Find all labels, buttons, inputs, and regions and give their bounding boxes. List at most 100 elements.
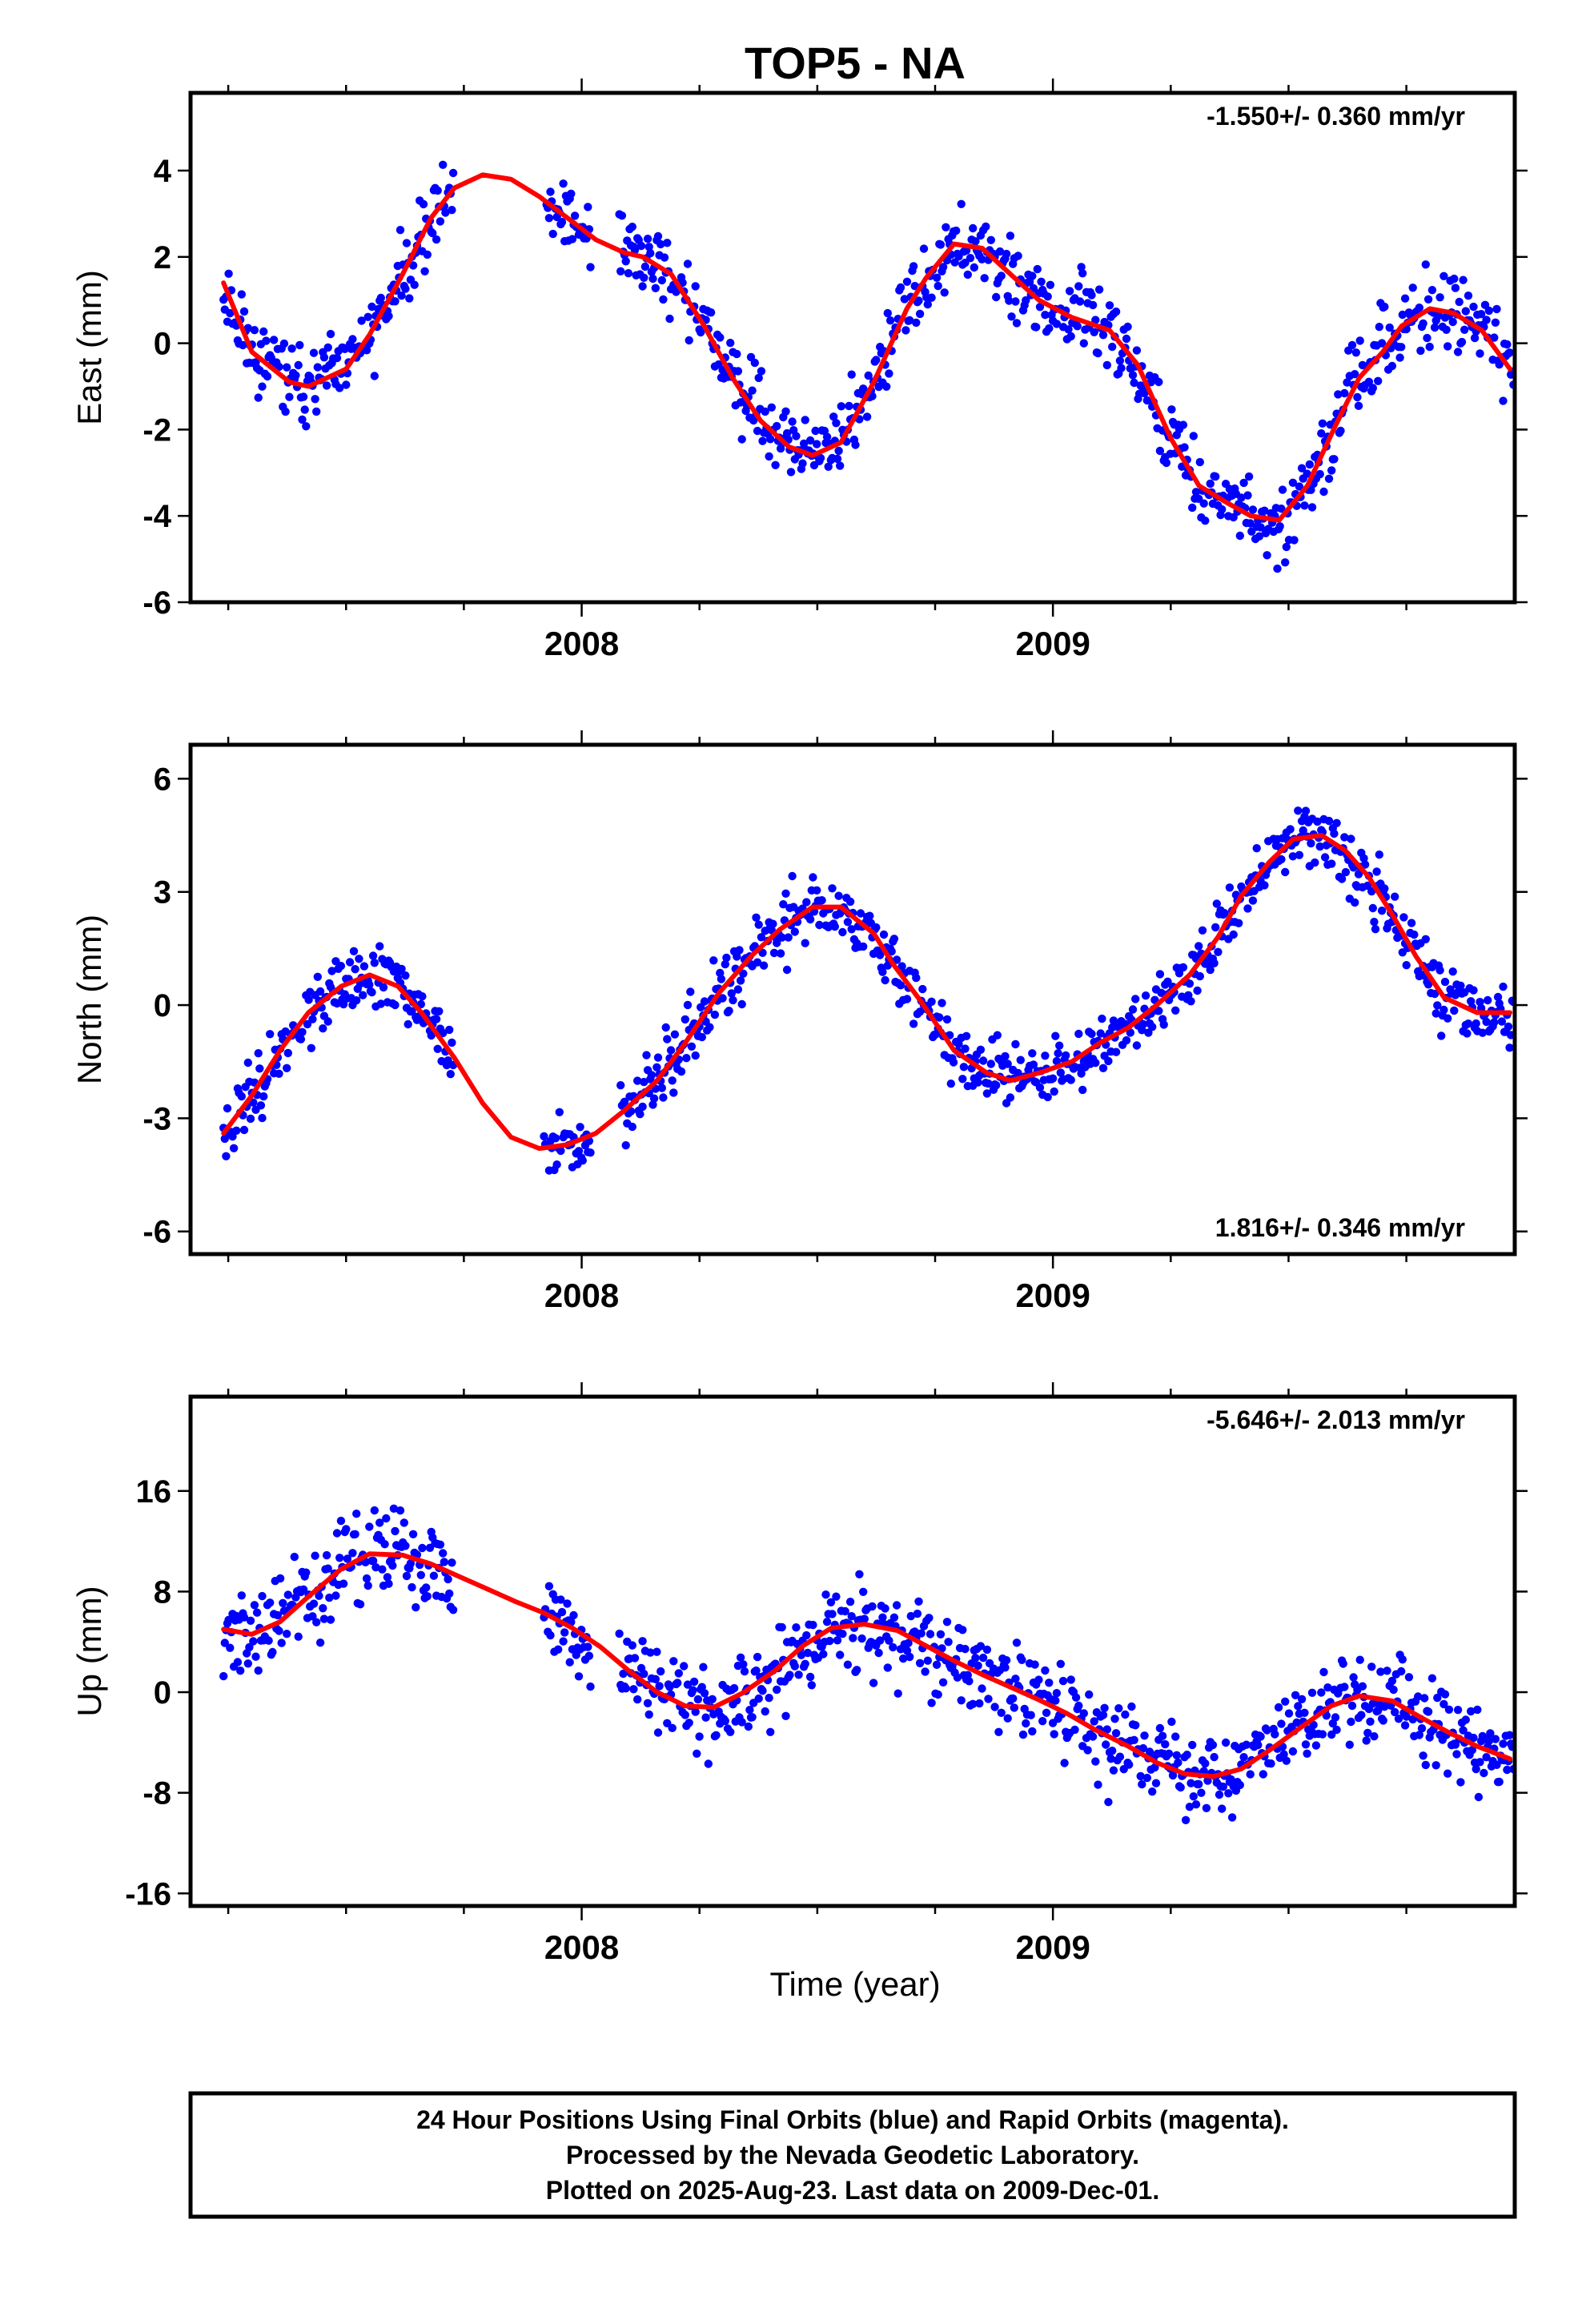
scatter-point [932, 1660, 942, 1669]
scatter-point [433, 1044, 442, 1054]
scatter-point [790, 1662, 799, 1671]
scatter-point [236, 1667, 245, 1675]
scatter-point [1370, 1732, 1379, 1741]
scatter-point [1168, 1771, 1178, 1780]
scatter-point [826, 1598, 836, 1607]
scatter-point [228, 1132, 237, 1141]
scatter-point [1091, 316, 1100, 324]
scatter-point [396, 1506, 405, 1515]
scatter-point [1167, 405, 1176, 414]
scatter-point [683, 1680, 693, 1689]
scatter-point [1360, 860, 1370, 869]
scatter-point [1193, 986, 1202, 995]
x-tick-label: 2009 [1015, 625, 1090, 662]
scatter-point [1375, 323, 1384, 332]
scatter-point [1288, 1747, 1298, 1756]
scatter-point [1171, 1006, 1180, 1015]
scatter-point [563, 1599, 572, 1608]
scatter-point [1130, 378, 1138, 388]
scatter-point [1341, 867, 1351, 877]
scatter-point [1045, 1679, 1054, 1687]
scatter-point [1094, 285, 1104, 294]
scatter-point [445, 1025, 454, 1035]
scatter-point [312, 407, 321, 416]
scatter-point [1150, 1763, 1159, 1772]
scatter-point [1126, 1028, 1135, 1037]
y-tick-label: 16 [136, 1474, 172, 1510]
scatter-point [754, 1694, 763, 1703]
scatter-point [335, 384, 344, 392]
scatter-point [934, 1690, 942, 1699]
scatter-point [391, 297, 400, 306]
scatter-point [700, 997, 709, 1006]
scatter-point [1277, 854, 1286, 864]
scatter-point [239, 307, 249, 316]
scatter-point [786, 468, 796, 476]
scatter-point [283, 1063, 291, 1073]
scatter-point [1402, 961, 1411, 970]
scatter-point [250, 1601, 259, 1610]
scatter-point [953, 1673, 962, 1682]
scatter-point [958, 1626, 967, 1634]
scatter-point [332, 353, 342, 363]
scatter-point [1451, 283, 1460, 292]
scatter-point [1070, 1725, 1079, 1735]
scatter-point [794, 1671, 803, 1679]
scatter-point [1372, 867, 1381, 876]
scatter-point [984, 1079, 993, 1088]
scatter-point [1248, 896, 1258, 905]
y-tick-label: 8 [154, 1574, 171, 1610]
scatter-point [255, 1064, 264, 1073]
scatter-point [617, 211, 627, 220]
scatter-point [388, 1561, 397, 1570]
scatter-point [837, 402, 846, 411]
scatter-point [952, 226, 961, 235]
scatter-point [938, 999, 946, 1007]
scatter-point [299, 392, 308, 401]
scatter-point [843, 1660, 853, 1669]
scatter-point [621, 257, 630, 266]
scatter-point [975, 1699, 984, 1708]
scatter-point [348, 1549, 357, 1558]
scatter-point [315, 1638, 325, 1647]
scatter-point [1164, 1749, 1174, 1758]
scatter-point [944, 1638, 953, 1647]
scatter-point [1041, 1666, 1050, 1675]
scatter-point [239, 1613, 249, 1622]
y-tick-label: 4 [154, 154, 172, 189]
scatter-point [359, 962, 369, 971]
scatter-point [935, 1013, 944, 1022]
scatter-point [1195, 457, 1205, 467]
scatter-point [365, 1522, 374, 1531]
scatter-point [367, 302, 376, 312]
scatter-point [1404, 1673, 1414, 1682]
scatter-point [733, 349, 741, 359]
scatter-point [1203, 1776, 1212, 1785]
scatter-point [773, 1685, 781, 1695]
scatter-point [1248, 505, 1258, 514]
scatter-point [1225, 883, 1235, 892]
scatter-point [733, 367, 743, 376]
scatter-point [1127, 1702, 1136, 1711]
scatter-point [1224, 1789, 1233, 1798]
scatter-point [1478, 1028, 1488, 1037]
scatter-point [1327, 466, 1336, 475]
scatter-point [767, 403, 776, 412]
scatter-point [1218, 505, 1227, 514]
scatter-point [339, 999, 348, 1009]
scatter-point [412, 1602, 420, 1612]
scatter-point [954, 1039, 963, 1048]
scatter-point [401, 971, 410, 980]
scatter-point [559, 179, 568, 188]
scatter-point [673, 1679, 682, 1687]
scatter-point [416, 1570, 425, 1580]
scatter-point [643, 1699, 652, 1707]
scatter-point [1353, 392, 1362, 402]
scatter-point [773, 939, 781, 947]
scatter-point [669, 1657, 678, 1666]
footer-box: 24 Hour Positions Using Final Orbits (bl… [188, 2091, 1517, 2219]
scatter-point [790, 927, 799, 936]
scatter-point [910, 1627, 919, 1636]
scatter-point [544, 1582, 554, 1590]
scatter-point [722, 953, 731, 963]
